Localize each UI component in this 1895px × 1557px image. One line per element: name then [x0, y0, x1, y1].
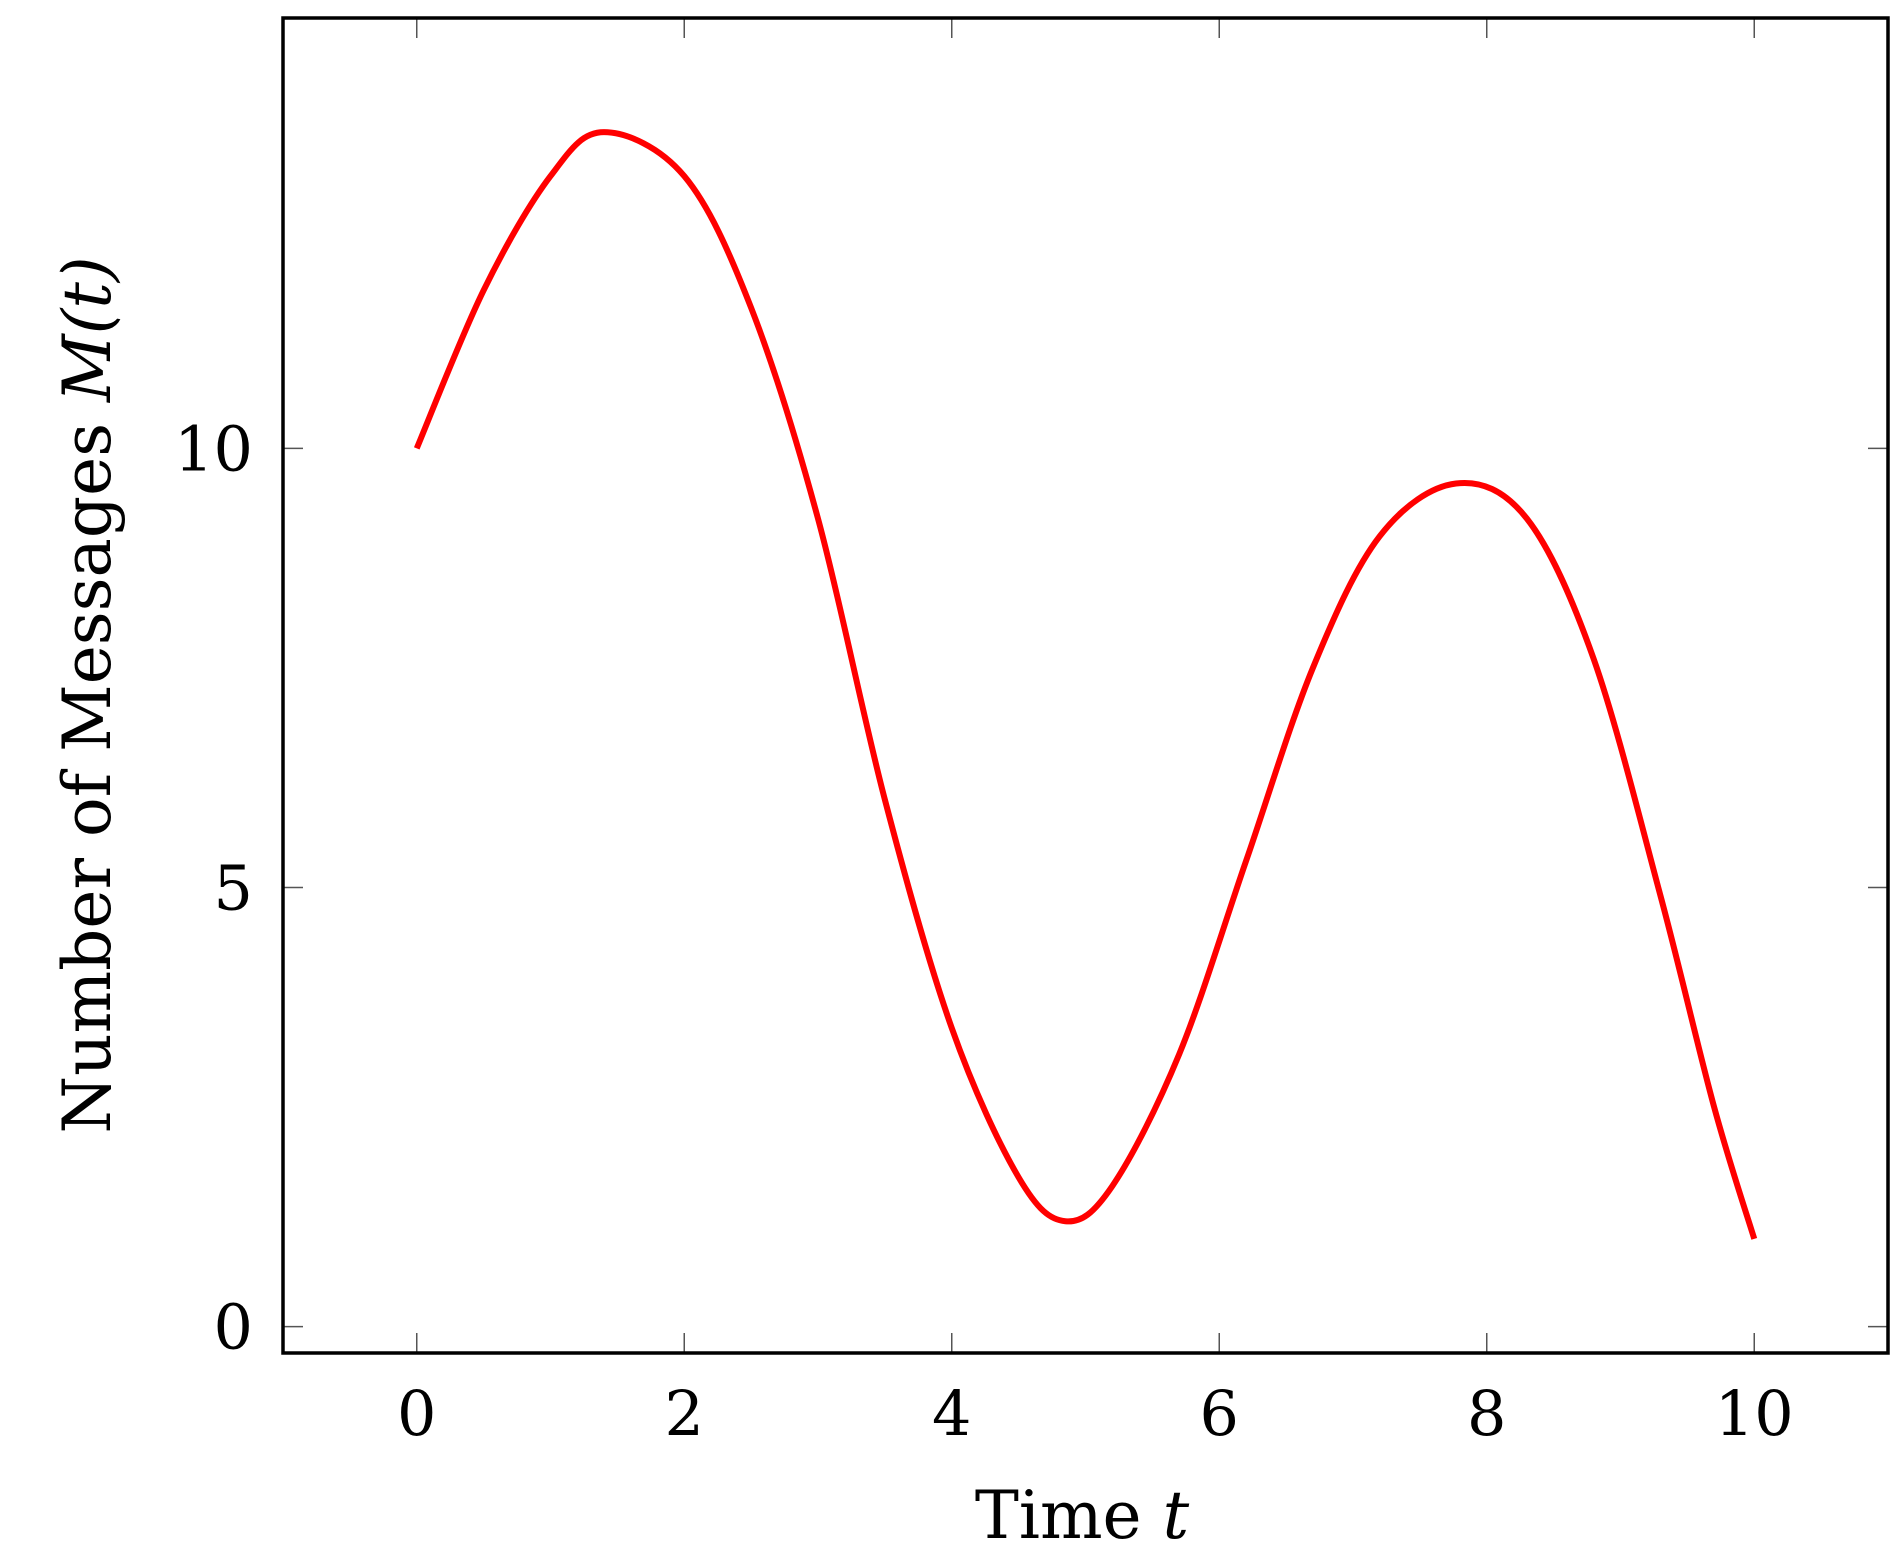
x-tick-label: 0 [397, 1377, 436, 1450]
x-tick-label: 10 [1715, 1377, 1794, 1450]
axis-ticks [283, 18, 1888, 1353]
series-layer [413, 129, 1758, 1240]
y-axis-label: Number of Messages M(t) [49, 256, 126, 1133]
x-axis-label-variable: t [1163, 1477, 1190, 1554]
y-axis-label-variable: M(t) [49, 256, 126, 403]
x-tick-label: 4 [932, 1377, 971, 1450]
x-axis-label-text: Time [975, 1477, 1142, 1554]
x-axis-label: Time t [975, 1477, 1190, 1554]
y-tick-label: 5 [214, 852, 253, 925]
x-tick-label: 2 [665, 1377, 704, 1450]
y-tick-label: 0 [214, 1291, 253, 1364]
x-tick-label: 8 [1467, 1377, 1506, 1450]
plot-frame [281, 16, 1890, 1355]
series-line [413, 129, 1758, 1240]
x-tick-label: 6 [1200, 1377, 1239, 1450]
y-tick-label: 10 [174, 412, 253, 485]
y-axis-label-text: Number of Messages [49, 423, 126, 1134]
tick-labels: 0 2 4 6 8 10 0 5 10 [174, 412, 1794, 1450]
